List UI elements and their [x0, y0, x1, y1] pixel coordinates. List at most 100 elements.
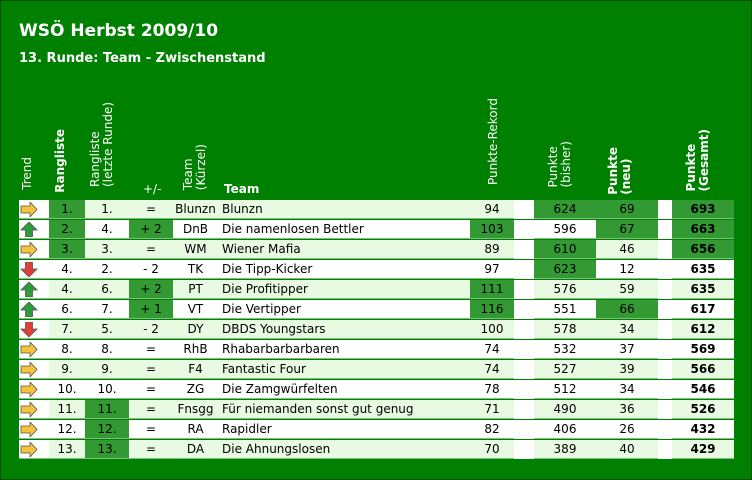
team-cell: Rhabarbarbarbaren — [218, 340, 470, 359]
rank-cell: 11. — [49, 400, 85, 419]
trend-cell — [19, 340, 49, 359]
arrow-up-icon — [20, 302, 38, 317]
column-spacer — [658, 220, 672, 239]
prev-cell: 1. — [85, 200, 129, 219]
header-team-kuerzel: Team (Kürzel) — [181, 144, 208, 190]
column-spacer — [514, 340, 534, 359]
bisher-cell: 512 — [534, 380, 596, 399]
rank-cell: 4. — [49, 280, 85, 299]
trend-cell — [19, 200, 49, 219]
trend-cell — [19, 240, 49, 259]
arrow-right-icon — [20, 202, 38, 217]
column-spacer — [658, 380, 672, 399]
rekord-cell: 111 — [470, 280, 514, 299]
diff-cell: - 2 — [129, 320, 173, 339]
table-row: 3. 3. = WM Wiener Mafia 89 610 46 656 — [19, 240, 734, 260]
prev-cell: 12. — [85, 420, 129, 439]
table-row: 2. 4. + 2 DnB Die namenlosen Bettler 103 596 67… — [19, 220, 734, 240]
table-row: 9. 9. = F4 Fantastic Four 74 527 39 566 — [19, 360, 734, 380]
trend-cell — [19, 260, 49, 279]
gesamt-cell: 569 — [672, 340, 734, 359]
trend-cell — [19, 220, 49, 239]
short-cell: DnB — [173, 220, 218, 239]
prev-cell: 3. — [85, 240, 129, 259]
column-spacer — [514, 220, 534, 239]
column-spacer — [514, 360, 534, 379]
gesamt-cell: 635 — [672, 260, 734, 279]
team-cell: Blunzn — [218, 200, 470, 219]
header-punkte-gesamt: Punkte (Gesamt) — [684, 129, 711, 192]
gesamt-cell: 663 — [672, 220, 734, 239]
diff-cell: = — [129, 440, 173, 459]
neu-cell: 36 — [596, 400, 658, 419]
arrow-down-icon — [20, 322, 38, 337]
bisher-cell: 596 — [534, 220, 596, 239]
neu-cell: 66 — [596, 300, 658, 319]
diff-cell: = — [129, 360, 173, 379]
diff-cell: = — [129, 400, 173, 419]
rank-cell: 2. — [49, 220, 85, 239]
table-row: 7. 5. - 2 DY DBDS Youngstars 100 578 34 612 — [19, 320, 734, 340]
trend-cell — [19, 380, 49, 399]
rekord-cell: 97 — [470, 260, 514, 279]
column-spacer — [658, 440, 672, 459]
trend-cell — [19, 400, 49, 419]
rank-cell: 7. — [49, 320, 85, 339]
team-cell: Die Tipp-Kicker — [218, 260, 470, 279]
short-cell: RhB — [173, 340, 218, 359]
gesamt-cell: 546 — [672, 380, 734, 399]
bisher-cell: 389 — [534, 440, 596, 459]
rank-cell: 9. — [49, 360, 85, 379]
neu-cell: 67 — [596, 220, 658, 239]
prev-cell: 4. — [85, 220, 129, 239]
rekord-cell: 74 — [470, 340, 514, 359]
arrow-up-icon — [20, 282, 38, 297]
header-team: Team — [224, 182, 260, 196]
prev-cell: 6. — [85, 280, 129, 299]
header-plusminus: +/- — [143, 182, 162, 196]
column-spacer — [658, 400, 672, 419]
short-cell: DA — [173, 440, 218, 459]
rank-cell: 3. — [49, 240, 85, 259]
column-spacer — [658, 320, 672, 339]
table-row: 10. 10. = ZG Die Zamgwürfelten 78 512 34 546 — [19, 380, 734, 400]
team-cell: Fantastic Four — [218, 360, 470, 379]
team-cell: Für niemanden sonst gut genug — [218, 400, 470, 419]
header-trend: Trend — [20, 157, 34, 190]
page-title: WSÖ Herbst 2009/10 — [19, 21, 219, 41]
page-subtitle: 13. Runde: Team - Zwischenstand — [19, 51, 266, 66]
rank-cell: 1. — [49, 200, 85, 219]
trend-cell — [19, 320, 49, 339]
short-cell: DY — [173, 320, 218, 339]
trend-cell — [19, 300, 49, 319]
short-cell: PT — [173, 280, 218, 299]
bisher-cell: 527 — [534, 360, 596, 379]
arrow-right-icon — [20, 362, 38, 377]
table-row: 6. 7. + 1 VT Die Vertipper 116 551 66 617 — [19, 300, 734, 320]
trend-cell — [19, 420, 49, 439]
header-punkte-gesamt-line2: (Gesamt) — [697, 129, 711, 192]
neu-cell: 39 — [596, 360, 658, 379]
table-row: 4. 2. - 2 TK Die Tipp-Kicker 97 623 12 635 — [19, 260, 734, 280]
header-rangliste-letzte: Rangliste (letzte Runde) — [88, 102, 115, 187]
bisher-cell: 490 — [534, 400, 596, 419]
rekord-cell: 78 — [470, 380, 514, 399]
column-spacer — [514, 400, 534, 419]
column-spacer — [658, 360, 672, 379]
table-row: 11. 11. = Fnsgg Für niemanden sonst gut genu… — [19, 400, 734, 420]
diff-cell: = — [129, 200, 173, 219]
team-cell: Die Ahnungslosen — [218, 440, 470, 459]
table-row: 13. 13. = DA Die Ahnungslosen 70 389 40 429 — [19, 440, 734, 460]
column-spacer — [658, 280, 672, 299]
column-spacer — [658, 420, 672, 439]
bisher-cell: 624 — [534, 200, 596, 219]
arrow-right-icon — [20, 402, 38, 417]
short-cell: WM — [173, 240, 218, 259]
gesamt-cell: 656 — [672, 240, 734, 259]
short-cell: F4 — [173, 360, 218, 379]
trend-cell — [19, 280, 49, 299]
column-spacer — [514, 280, 534, 299]
rekord-cell: 116 — [470, 300, 514, 319]
neu-cell: 40 — [596, 440, 658, 459]
